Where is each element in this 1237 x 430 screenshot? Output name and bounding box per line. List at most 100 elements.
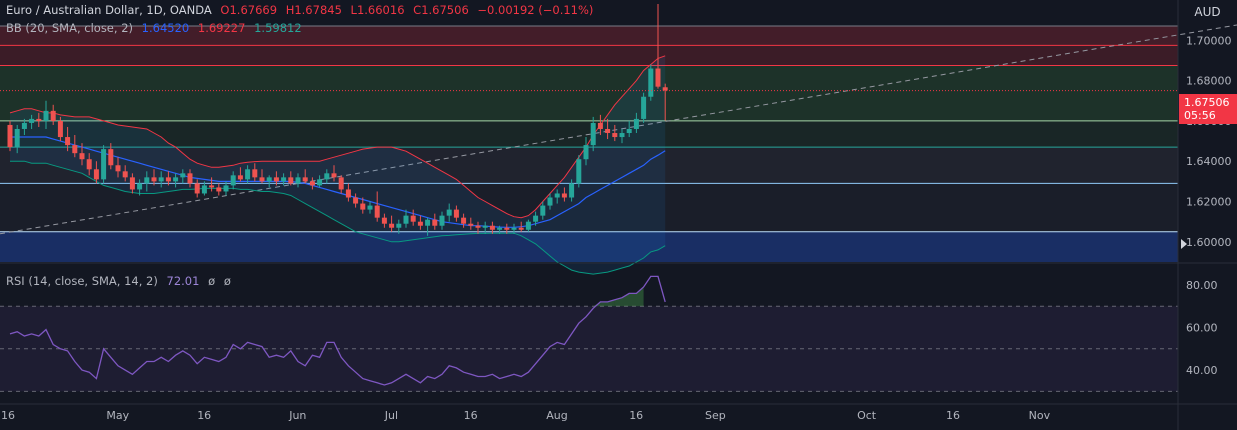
price-tick-label: 1.64000 — [1186, 155, 1232, 168]
candle-body — [309, 181, 315, 186]
candle-body — [540, 205, 546, 216]
open-value: O1.67669 — [220, 3, 278, 17]
candle-body — [662, 87, 668, 91]
candle — [597, 114, 603, 136]
candle-body — [410, 215, 416, 222]
currency-label[interactable]: AUD — [1194, 5, 1221, 19]
candle — [605, 118, 611, 140]
price-pane — [0, 0, 1178, 262]
candle-body — [93, 169, 99, 180]
zone-4 — [0, 147, 1178, 184]
candle-body — [165, 177, 171, 182]
candle — [453, 205, 459, 222]
candle-body — [468, 223, 474, 226]
candle — [29, 114, 35, 129]
price-tick-label: 1.62000 — [1186, 196, 1232, 209]
candle-body — [115, 165, 121, 172]
candle-body — [396, 223, 402, 228]
candle-body — [187, 173, 193, 184]
rsi-overbought-area — [614, 287, 644, 307]
candle-body — [216, 187, 222, 192]
candle-body — [7, 124, 13, 148]
candle-body — [518, 227, 524, 230]
candle — [518, 221, 524, 232]
candle-body — [425, 219, 431, 226]
candle — [432, 213, 438, 230]
candle — [540, 201, 546, 220]
candle-body — [21, 122, 27, 129]
candles — [7, 4, 668, 236]
candle-body — [381, 217, 387, 224]
candle-body — [209, 185, 215, 188]
rsi-axis[interactable]: 80.00 60.00 40.00 — [1186, 279, 1218, 377]
candle-body — [201, 185, 207, 194]
candle — [144, 171, 150, 192]
zone-1 — [0, 45, 1178, 66]
upper-band-line — [9, 55, 666, 219]
candle-body — [302, 177, 308, 182]
candle-body — [101, 149, 107, 180]
candle — [43, 100, 49, 129]
candle — [626, 120, 632, 138]
candle-body — [439, 215, 445, 226]
candle-body — [367, 205, 373, 210]
basis-line — [10, 136, 666, 228]
candle-body — [389, 223, 395, 228]
time-tick-label: 16 — [629, 409, 643, 422]
candle — [252, 163, 258, 182]
candle — [115, 157, 121, 178]
candle-body — [324, 173, 330, 180]
bb-legend[interactable]: BB (20, SMA, close, 2) 1.64520 1.69227 1… — [6, 21, 307, 35]
candle-body — [79, 153, 85, 160]
trendline[interactable] — [0, 12, 1237, 235]
zone-2 — [0, 65, 1178, 121]
candle — [367, 201, 373, 214]
bb-lower-value: 1.59812 — [254, 21, 302, 35]
bb-basis-value: 1.64520 — [141, 21, 190, 35]
candle-body — [641, 96, 647, 119]
rsi-overbought-fill — [564, 287, 644, 307]
candle — [331, 165, 337, 182]
candle — [475, 221, 481, 234]
candle-body — [374, 205, 380, 218]
candle — [648, 64, 654, 101]
price-axis[interactable]: 1.700001.680001.660001.640001.620001.600… — [1186, 34, 1232, 249]
candle — [446, 203, 452, 222]
symbol-title[interactable]: Euro / Australian Dollar, 1D, OANDA — [6, 3, 212, 17]
candle — [223, 181, 229, 196]
candle-body — [590, 122, 596, 146]
candle — [36, 112, 42, 127]
candle — [338, 175, 344, 194]
candle-body — [331, 173, 337, 178]
candle — [561, 187, 567, 202]
candle-body — [489, 225, 495, 230]
candle-body — [511, 227, 517, 230]
candle — [525, 219, 531, 232]
candle — [569, 179, 575, 202]
rsi-background-band — [0, 306, 1178, 392]
candle — [65, 126, 71, 152]
scroll-right-icon[interactable] — [1181, 239, 1187, 249]
rsi-overbought-area — [564, 299, 615, 307]
candle — [324, 169, 330, 184]
candle — [482, 221, 488, 234]
candle — [165, 171, 171, 186]
candle-body — [533, 215, 539, 222]
candle-body — [194, 183, 200, 194]
candle — [129, 173, 135, 194]
candle-body — [525, 221, 531, 230]
last-price-tag: 1.67506 05:56 — [1179, 94, 1237, 124]
rsi-value: 72.01 — [166, 274, 200, 288]
candle-body — [403, 215, 409, 224]
candle — [101, 145, 107, 184]
time-axis[interactable]: 16 May 16 Jun Jul 16 Aug 16 Sep Oct 16 Nov — [1, 409, 1051, 422]
rsi-legend[interactable]: RSI (14, close, SMA, 14, 2) 72.01 ø ø — [6, 274, 236, 288]
candle-body — [504, 227, 510, 230]
candle — [230, 171, 236, 190]
candle — [309, 177, 315, 190]
rsi-ma-value: ø — [208, 274, 216, 288]
candle — [295, 173, 301, 188]
lower-band-line — [10, 160, 666, 275]
time-tick-label: 16 — [946, 409, 960, 422]
